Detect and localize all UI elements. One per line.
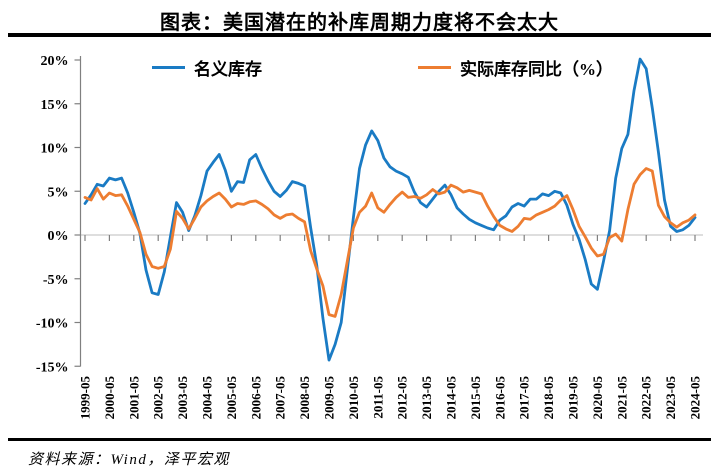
- x-tick-label: 2001-05: [126, 376, 141, 420]
- x-tick-label: 2011-05: [370, 376, 385, 419]
- series-line-real: [83, 167, 697, 318]
- x-tick-label: 2023-05: [663, 376, 678, 420]
- y-tick-label: 20%: [41, 54, 69, 69]
- y-tick-label: -10%: [36, 317, 69, 332]
- x-tick-label: 2004-05: [200, 376, 215, 420]
- x-tick-label: 2008-05: [297, 376, 312, 420]
- legend-label-nominal: 名义库存: [194, 60, 262, 79]
- x-tick-label: 2007-05: [273, 376, 288, 420]
- x-tick-label: 2018-05: [541, 376, 556, 420]
- x-tick-label: 2010-05: [346, 376, 361, 420]
- legend-item-real: 实际库存同比（%）: [418, 55, 613, 80]
- top-divider: [8, 33, 711, 37]
- x-tick-label: 2021-05: [614, 376, 629, 420]
- x-tick-label: 2022-05: [639, 376, 654, 420]
- chart-title: 图表：美国潜在的补库周期力度将不会太大: [160, 12, 559, 34]
- legend-line-real-icon: [418, 65, 451, 70]
- y-tick-label: -5%: [43, 273, 69, 288]
- x-tick-label: 2016-05: [492, 376, 507, 420]
- y-tick-label: 10%: [41, 142, 69, 157]
- y-tick-label: 0%: [48, 229, 69, 244]
- legend-item-nominal: 名义库存: [152, 55, 262, 80]
- y-tick-label: 15%: [41, 98, 69, 113]
- series-line-nominal: [83, 57, 697, 362]
- legend-label-real: 实际库存同比（%）: [460, 60, 613, 79]
- x-tick-label: 2000-05: [102, 376, 117, 420]
- x-tick-label: 2002-05: [151, 376, 166, 420]
- y-tick-label: 5%: [48, 185, 69, 200]
- x-tick-label: 2005-05: [224, 376, 239, 420]
- x-tick-label: 2020-05: [590, 376, 605, 420]
- x-tick-label: 2017-05: [517, 376, 532, 420]
- source-note: 资料来源：Wind，泽平宏观: [28, 452, 230, 468]
- x-tick-label: 2009-05: [322, 376, 337, 420]
- y-tick-label: -15%: [36, 360, 69, 375]
- x-tick-label: 2024-05: [688, 376, 703, 420]
- x-tick-label: 2015-05: [468, 376, 483, 420]
- x-tick-label: 2003-05: [175, 376, 190, 420]
- x-tick-label: 2012-05: [395, 376, 410, 420]
- x-tick-label: 2019-05: [566, 376, 581, 420]
- x-tick-label: 2006-05: [248, 376, 263, 420]
- x-tick-label: 2013-05: [419, 376, 434, 420]
- x-tick-label: 1999-05: [78, 376, 93, 420]
- legend-line-nominal-icon: [152, 65, 185, 70]
- bottom-divider: [8, 438, 711, 441]
- x-tick-label: 2014-05: [444, 376, 459, 420]
